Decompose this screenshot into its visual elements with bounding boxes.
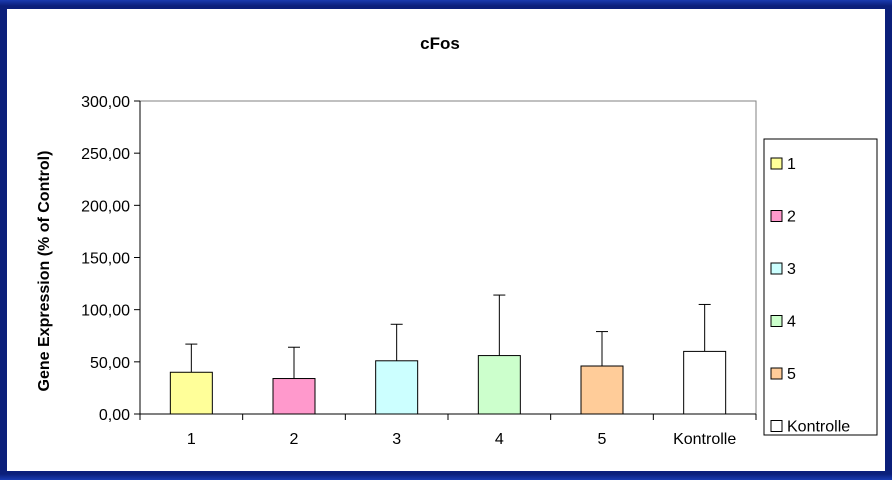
x-tick-label: 1 <box>187 431 196 448</box>
bar <box>683 350 727 415</box>
y-tick-label: 300,00 <box>81 94 130 111</box>
legend: 1 2 3 4 5 Kontrolle <box>763 138 878 436</box>
x-tick-label: 3 <box>392 431 401 448</box>
legend-label: 5 <box>787 366 796 383</box>
legend-swatch <box>770 420 783 432</box>
y-tick-label: 0,00 <box>99 407 130 424</box>
y-tick-label: 50,00 <box>90 355 130 372</box>
x-tick-label: 2 <box>290 431 299 448</box>
bar <box>375 360 419 415</box>
legend-swatch <box>770 210 783 222</box>
x-tick-label: 4 <box>495 431 504 448</box>
bar <box>272 378 316 415</box>
legend-box <box>763 138 878 436</box>
legend-label: 1 <box>787 156 796 173</box>
x-tick-label: 5 <box>598 431 607 448</box>
y-axis-label: Gene Expression (% of Control) <box>36 151 53 392</box>
bar-chart: cFos Gene Expression (% of Control) 0,00… <box>36 34 878 448</box>
y-tick-label: 100,00 <box>81 303 130 320</box>
legend-swatch <box>770 315 783 327</box>
chart-card: cFos Gene Expression (% of Control) 0,00… <box>7 9 885 471</box>
plot-area <box>139 100 757 415</box>
bar <box>169 371 213 415</box>
y-tick-label: 150,00 <box>81 251 130 268</box>
legend-label: 2 <box>787 209 796 226</box>
legend-swatch <box>770 157 783 170</box>
legend-swatch <box>770 367 783 380</box>
x-tick-label: Kontrolle <box>673 431 736 448</box>
y-axis: 0,00 50,00 100,00 150,00 200,00 250,00 300,00 <box>81 94 141 424</box>
bars <box>169 350 727 415</box>
legend-label: 3 <box>787 261 796 278</box>
y-tick-label: 200,00 <box>81 198 130 215</box>
x-axis: 1 2 3 4 5 Kontrolle <box>139 413 757 448</box>
bar <box>477 355 521 415</box>
error-bars <box>185 294 711 379</box>
chart-title: cFos <box>420 34 460 53</box>
legend-label: Kontrolle <box>787 419 850 436</box>
legend-label: 4 <box>787 314 796 331</box>
legend-swatch <box>770 262 783 275</box>
bar <box>580 365 624 415</box>
y-tick-label: 250,00 <box>81 146 130 163</box>
